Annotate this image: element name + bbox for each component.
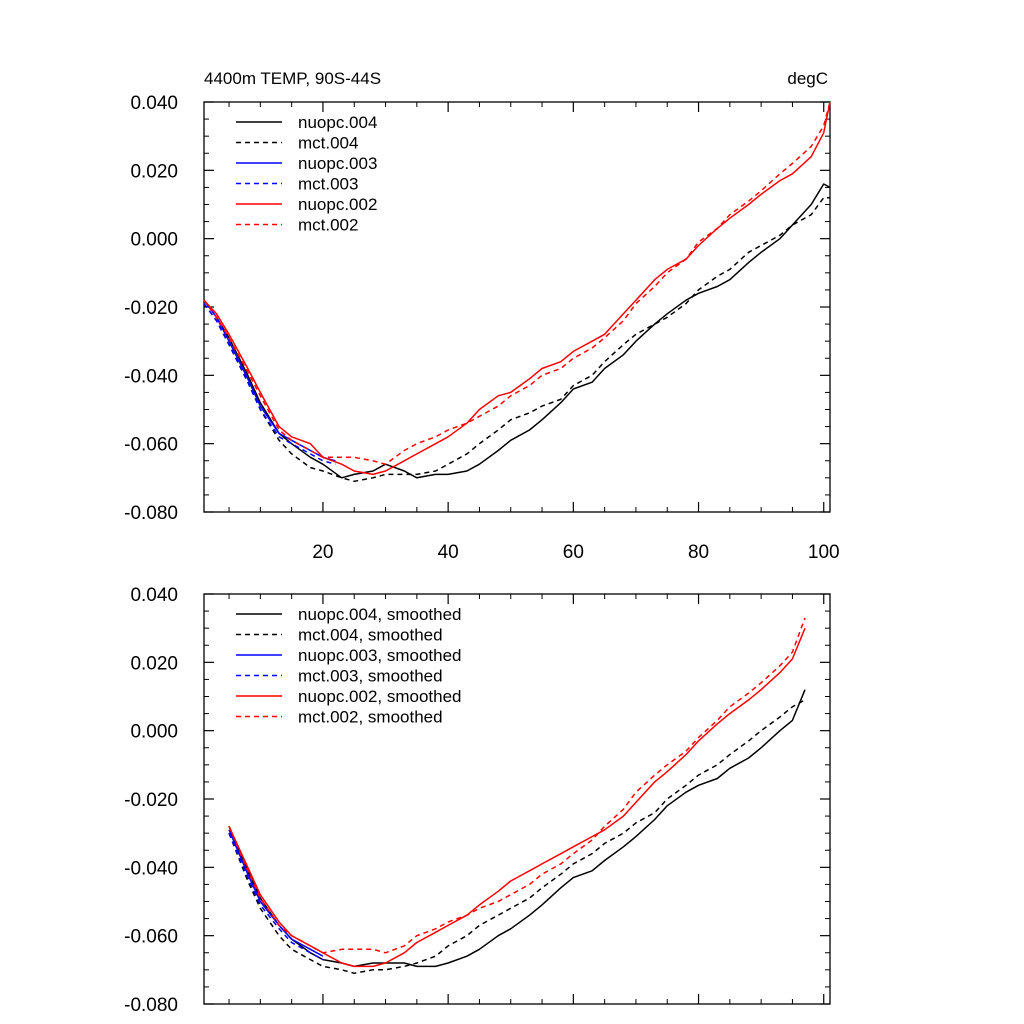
legend-label: nuopc.004, smoothed bbox=[298, 605, 462, 624]
y-tick-label: -0.060 bbox=[124, 927, 178, 948]
series-line-mct-002 bbox=[203, 101, 831, 465]
x-tick-label: 80 bbox=[688, 542, 709, 563]
series-line-nuopc-004 bbox=[203, 183, 831, 479]
y-tick-label: 0.040 bbox=[130, 93, 178, 114]
y-tick-label: -0.040 bbox=[124, 858, 178, 879]
y-tick-label: -0.040 bbox=[124, 366, 178, 387]
y-tick-label: -0.020 bbox=[124, 790, 178, 811]
chart-title: 4400m TEMP, 90S-44S bbox=[204, 69, 381, 88]
legend-label: mct.002 bbox=[298, 216, 358, 235]
legend-label: nuopc.003 bbox=[298, 154, 377, 173]
y-tick-label: -0.080 bbox=[124, 503, 178, 524]
legend-label: mct.002, smoothed bbox=[298, 708, 443, 727]
y-tick-label: 0.020 bbox=[130, 161, 178, 182]
y-tick-label: -0.080 bbox=[124, 995, 178, 1016]
legend-label: mct.004 bbox=[298, 134, 358, 153]
series-line-nuopc-002-smoothed bbox=[228, 627, 806, 968]
legend-label: nuopc.003, smoothed bbox=[298, 646, 462, 665]
series-line-nuopc-002 bbox=[203, 101, 831, 476]
legend-label: nuopc.002, smoothed bbox=[298, 687, 462, 706]
legend-label: mct.003 bbox=[298, 175, 358, 194]
y-tick-label: -0.020 bbox=[124, 298, 178, 319]
y-tick-label: -0.060 bbox=[124, 435, 178, 456]
series-line-mct-003-smoothed bbox=[228, 832, 324, 961]
bottom-plot-panel: 0.040 0.020 0.000 -0.020 -0.040 -0.060 -0.080 n… bbox=[124, 585, 831, 1016]
legend-label: mct.003, smoothed bbox=[298, 667, 443, 686]
x-tick-label: 60 bbox=[563, 542, 584, 563]
series-line-mct-004 bbox=[203, 196, 830, 483]
chart-unit-label: degC bbox=[787, 69, 828, 88]
series-line-mct-003 bbox=[203, 303, 336, 465]
x-tick-label: 100 bbox=[808, 542, 840, 563]
series-line-mct-002-smoothed bbox=[228, 617, 806, 954]
y-tick-label: 0.040 bbox=[130, 585, 178, 606]
y-tick-label: 0.000 bbox=[130, 230, 178, 251]
series-line-nuopc-003 bbox=[203, 299, 336, 462]
legend-label: nuopc.004 bbox=[298, 113, 377, 132]
legend-label: mct.004, smoothed bbox=[298, 626, 443, 645]
y-tick-label: 0.000 bbox=[130, 722, 178, 743]
y-tick-label: 0.020 bbox=[130, 653, 178, 674]
series-line-mct-004-smoothed bbox=[228, 699, 806, 975]
x-tick-label: 20 bbox=[312, 542, 333, 563]
legend-label: nuopc.002 bbox=[298, 195, 377, 214]
top-plot-panel: 0.040 0.020 0.000 -0.020 -0.040 -0.060 -0.080 2… bbox=[124, 93, 839, 563]
series-line-nuopc-004-smoothed bbox=[228, 689, 806, 968]
x-tick-label: 40 bbox=[438, 542, 459, 563]
